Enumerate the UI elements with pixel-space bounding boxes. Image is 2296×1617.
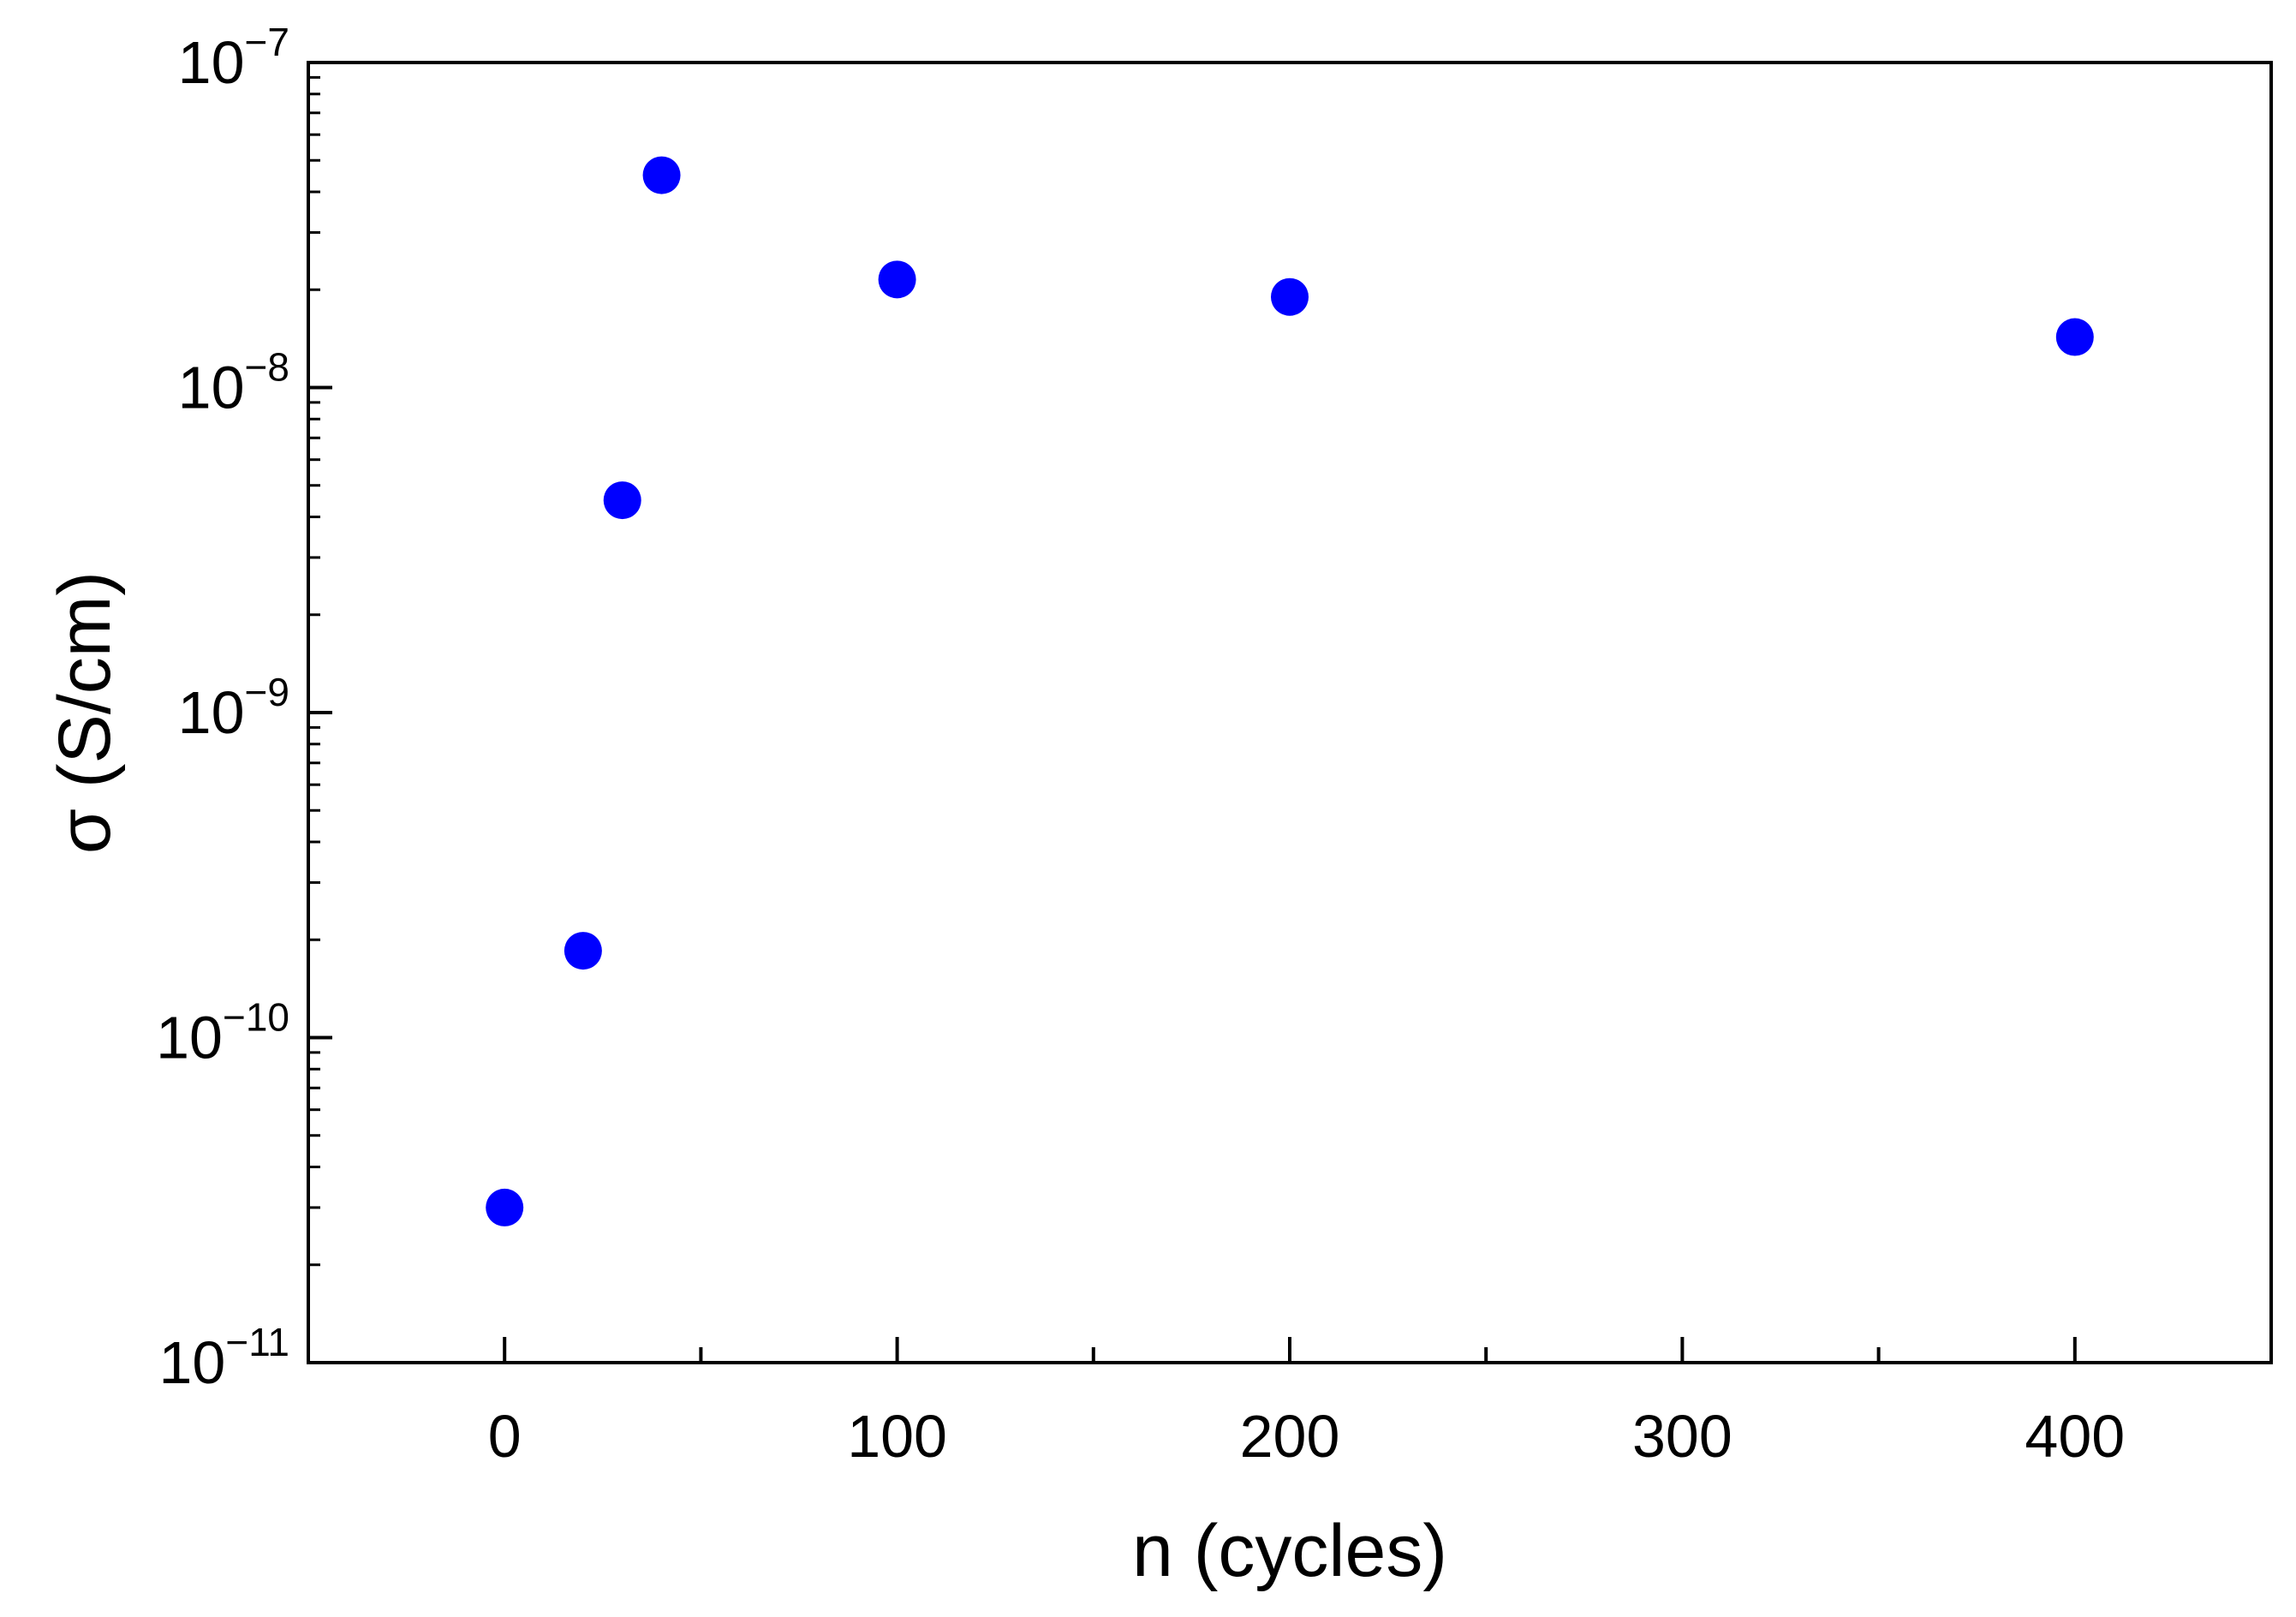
y-tick-label: 10−8 [178,345,289,421]
data-point [564,932,602,970]
x-tick-label: 400 [2025,1403,2125,1470]
y-axis-label: σ (S/cm) [44,571,126,854]
data-point [486,1188,524,1226]
data-point [878,260,916,299]
x-tick-label: 0 [488,1403,522,1470]
y-tick-label: 10−10 [156,995,289,1071]
tick-labels: 0 100 200 300 400 10−11 10−10 10−9 10−8 10−7 [156,20,2125,1470]
x-tick-label: 300 [1632,1403,1732,1470]
data-point [1271,277,1309,316]
x-tick-label: 100 [847,1403,947,1470]
data-point [642,156,681,194]
plot-frame [307,61,2273,1364]
y-tick-label: 10−7 [178,20,289,96]
y-tick-label: 10−9 [178,670,289,746]
data-point [603,481,641,520]
axis-ticks [307,61,2273,1364]
y-tick-label: 10−11 [159,1320,290,1396]
data-points [486,156,2094,1226]
x-axis-label: n (cycles) [1132,1510,1447,1592]
data-point [2055,318,2094,356]
x-tick-label: 200 [1240,1403,1340,1470]
